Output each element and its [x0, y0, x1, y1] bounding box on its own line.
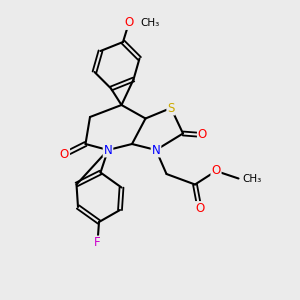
Text: N: N	[152, 143, 160, 157]
Text: O: O	[60, 148, 69, 161]
Text: O: O	[124, 16, 134, 29]
Text: O: O	[198, 128, 207, 142]
Text: methoxy: methoxy	[146, 17, 152, 18]
Text: O: O	[212, 164, 220, 178]
Text: CH₃: CH₃	[242, 173, 262, 184]
Text: N: N	[103, 143, 112, 157]
Text: CH₃: CH₃	[140, 17, 160, 28]
Text: O: O	[195, 202, 204, 215]
Text: S: S	[167, 101, 175, 115]
Text: F: F	[94, 236, 101, 250]
